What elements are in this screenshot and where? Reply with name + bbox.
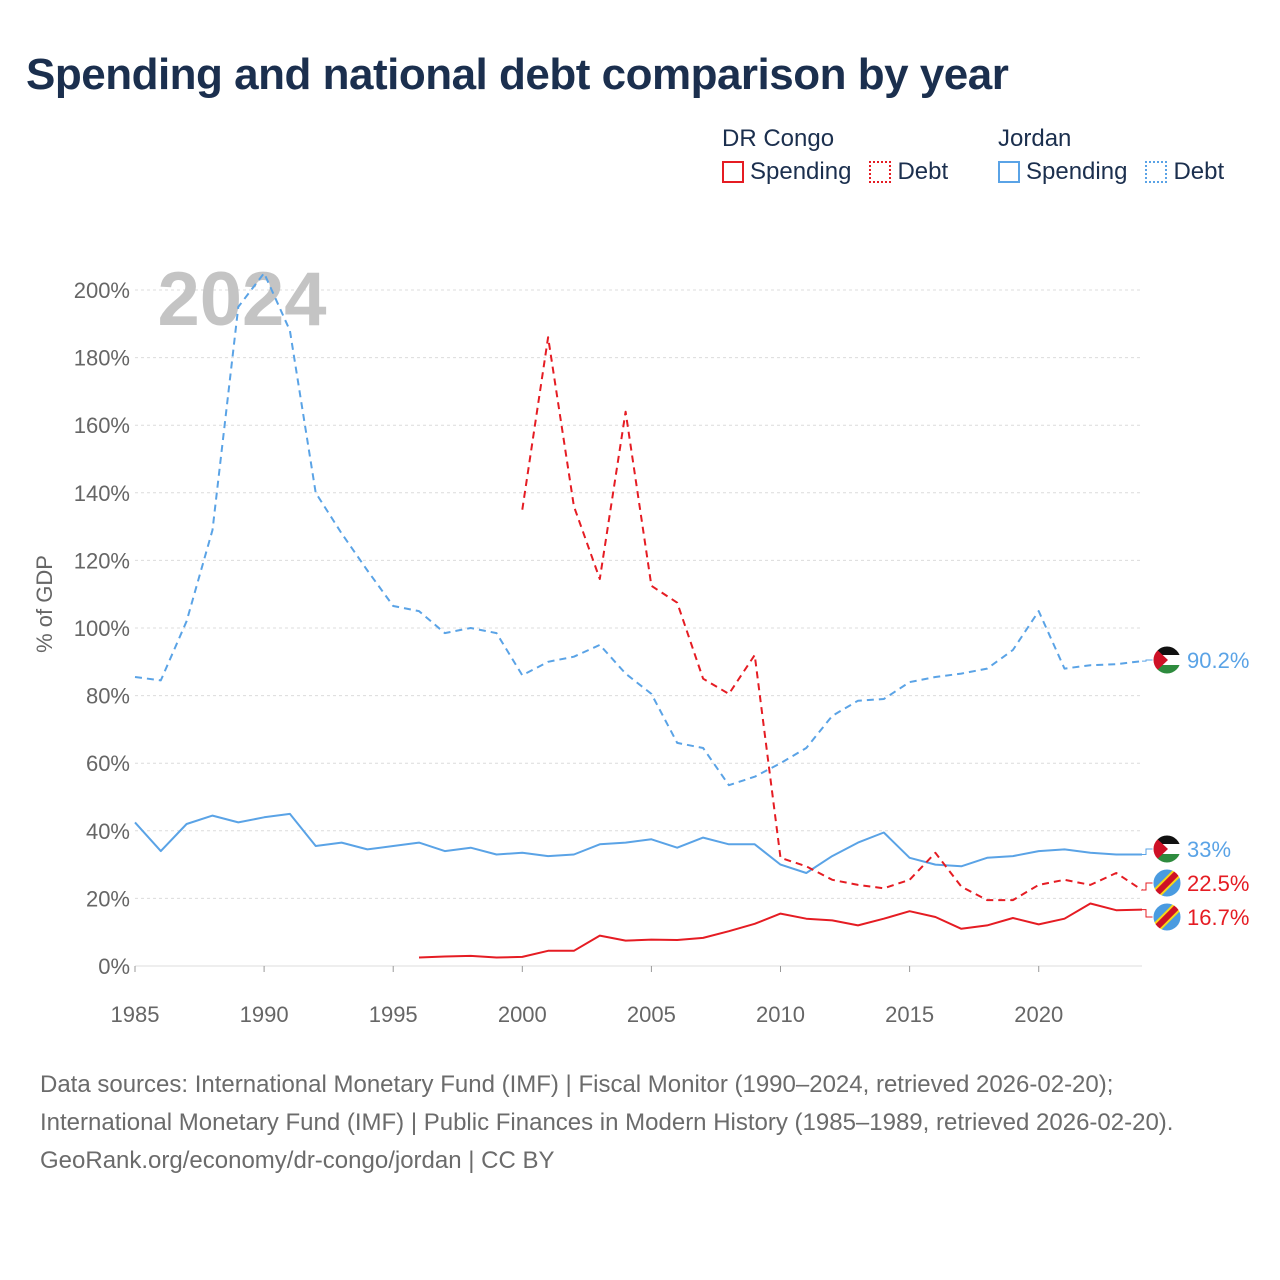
end-value-label: 22.5%: [1187, 871, 1249, 896]
y-tick-label: 20%: [86, 886, 130, 911]
x-tick-label: 2020: [1014, 1002, 1063, 1027]
y-tick-label: 60%: [86, 751, 130, 776]
y-tick-label: 200%: [74, 278, 130, 303]
y-tick-label: 160%: [74, 413, 130, 438]
y-tick-label: 180%: [74, 346, 130, 371]
x-tick-label: 2005: [627, 1002, 676, 1027]
legend-swatch-dotted: [1145, 161, 1168, 183]
line-chart: 2024 0% 20% 40% 60% 80% 100% 120% 140% 160% 180% 2…: [32, 257, 1249, 1027]
year-watermark: 2024: [157, 257, 326, 342]
legend-jordan-spending[interactable]: Spending: [998, 158, 1127, 186]
legend-label: Debt: [897, 158, 949, 185]
y-tick-label: 140%: [74, 481, 130, 506]
x-tick-label: 1990: [240, 1002, 289, 1027]
footer: Data sources: International Monetary Fun…: [40, 1066, 1240, 1180]
legend-jordan-debt[interactable]: Debt: [1145, 158, 1224, 186]
end-value-label: 90.2%: [1187, 648, 1249, 673]
dr-congo-flag-icon: [1142, 902, 1182, 932]
legend-label: Debt: [1173, 158, 1225, 185]
end-value-label: 16.7%: [1187, 905, 1249, 930]
legend-dr-congo-debt[interactable]: Debt: [869, 158, 948, 186]
x-tick-label: 1985: [111, 1002, 160, 1027]
legend-swatch-solid: [722, 161, 744, 183]
legend-swatch-dotted: [869, 161, 892, 183]
y-tick-label: 120%: [74, 548, 130, 573]
end-connector: [1142, 848, 1153, 855]
credit-link[interactable]: GeoRank.org/economy/dr-congo/jordan | CC…: [40, 1147, 555, 1174]
y-axis-title: % of GDP: [32, 555, 57, 653]
legend-label: Spending: [1026, 158, 1128, 185]
series-line-jo_debt: [134, 272, 1143, 787]
x-tick-label: 2010: [756, 1002, 805, 1027]
legend-jordan: Jordan Spending Debt: [998, 124, 1224, 186]
legend-label: Spending: [750, 158, 852, 185]
dr-congo-flag-icon: [1142, 868, 1182, 898]
x-tick-label: 2015: [885, 1002, 934, 1027]
legend-dr-congo: DR Congo Spending Debt: [722, 124, 948, 186]
end-connector: [1142, 659, 1153, 662]
legend-group-name: DR Congo: [722, 125, 835, 152]
data-sources: Data sources: International Monetary Fun…: [40, 1071, 1174, 1136]
end-connector: [1142, 882, 1153, 891]
end-value-label: 33%: [1187, 837, 1231, 862]
x-tick-label: 1995: [369, 1002, 418, 1027]
y-tick-label: 40%: [86, 819, 130, 844]
legend-dr-congo-spending[interactable]: Spending: [722, 158, 851, 186]
series-line-dr_debt: [521, 336, 1143, 902]
y-tick-label: 80%: [86, 684, 130, 709]
y-tick-label: 100%: [74, 616, 130, 641]
y-tick-label: 0%: [98, 954, 130, 979]
legend-swatch-solid: [998, 161, 1020, 183]
series-line-jo_spending: [134, 812, 1142, 874]
chart-title: Spending and national debt comparison by…: [26, 50, 1009, 99]
jordan-flag-icon: [1142, 834, 1182, 864]
series-line-dr_spending: [418, 902, 1143, 959]
end-connector: [1142, 909, 1153, 918]
jordan-flag-icon: [1142, 645, 1182, 675]
legend-group-name: Jordan: [998, 125, 1072, 152]
x-tick-label: 2000: [498, 1002, 547, 1027]
